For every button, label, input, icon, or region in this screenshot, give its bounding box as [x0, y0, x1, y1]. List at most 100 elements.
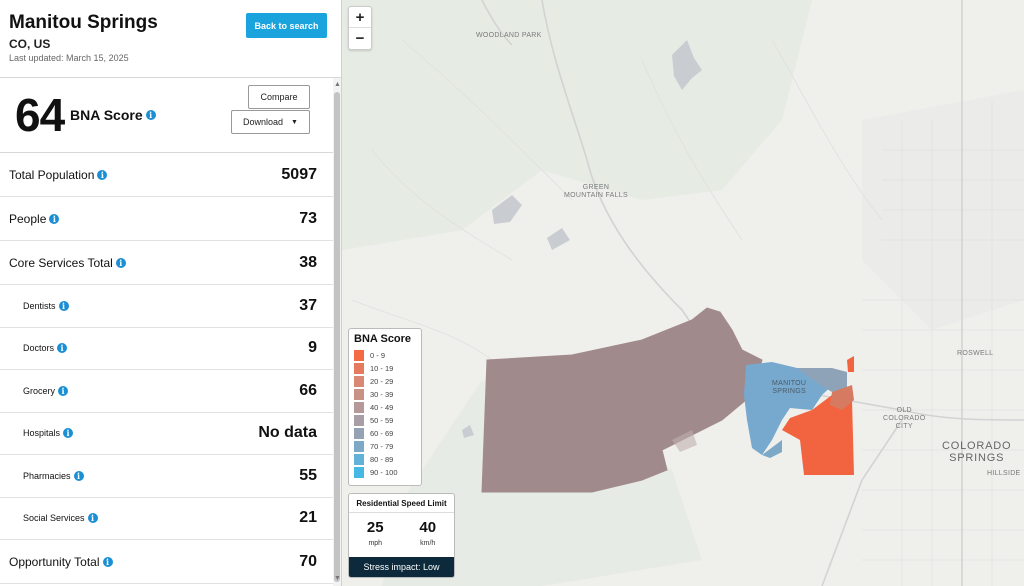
- metric-label: Dentists i: [0, 300, 69, 311]
- info-icon[interactable]: i: [57, 343, 68, 354]
- speed-limit-title: Residential Speed Limit: [349, 494, 454, 513]
- bna-score-label: BNA Score i: [70, 107, 156, 123]
- back-to-search-button[interactable]: Back to search: [246, 13, 327, 38]
- legend-range: 10 - 19: [370, 364, 394, 373]
- metric-label: Pharmacies i: [0, 470, 84, 481]
- caret-down-icon: ▼: [291, 118, 298, 126]
- info-icon[interactable]: i: [102, 556, 113, 567]
- city-name: Manitou Springs: [9, 12, 158, 33]
- legend-items: 0 - 9 10 - 19 20 - 29 30 - 39 40 - 49 50 - 59…: [354, 349, 416, 479]
- legend-swatch: [354, 389, 364, 400]
- metric-label-text: People: [9, 211, 47, 226]
- info-icon[interactable]: i: [63, 428, 74, 439]
- legend-item: 80 - 89: [354, 453, 416, 466]
- zoom-in-button[interactable]: +: [349, 7, 371, 28]
- metric-value: 55: [299, 466, 317, 484]
- download-button[interactable]: Download ▼: [231, 110, 310, 134]
- bna-score-legend: BNA Score 0 - 9 10 - 19 20 - 29 30 - 39 40 -…: [348, 328, 422, 486]
- score-summary: 64 BNA Score i Compare Download ▼: [0, 78, 333, 153]
- legend-swatch: [354, 415, 364, 426]
- metric-value: 66: [299, 381, 317, 399]
- legend-swatch: [354, 363, 364, 374]
- legend-range: 50 - 59: [370, 416, 394, 425]
- legend-range: 0 - 9: [370, 351, 386, 360]
- map-label-colorado-springs: Colorado Springs: [942, 440, 1012, 464]
- metric-value: 9: [308, 339, 317, 357]
- metric-value: 70: [299, 552, 317, 570]
- legend-swatch: [354, 402, 364, 413]
- info-icon[interactable]: i: [49, 213, 60, 224]
- info-icon[interactable]: i: [115, 257, 126, 268]
- metric-row: Total Population i 5097: [0, 153, 333, 197]
- info-icon[interactable]: i: [58, 385, 69, 396]
- metric-row: Dentists i 37: [0, 285, 333, 328]
- metric-label-text: Doctors: [23, 343, 55, 354]
- legend-range: 90 - 100: [370, 468, 398, 477]
- legend-item: 60 - 69: [354, 427, 416, 440]
- metric-label: Social Services i: [0, 513, 98, 524]
- last-updated: Last updated: March 15, 2025: [9, 53, 129, 63]
- metric-row: Social Services i 21: [0, 498, 333, 540]
- compare-button[interactable]: Compare: [248, 85, 310, 109]
- info-icon[interactable]: i: [87, 513, 98, 524]
- speed-mph-unit: mph: [368, 540, 383, 547]
- info-icon[interactable]: i: [145, 110, 156, 120]
- metric-label-text: Grocery: [23, 385, 56, 396]
- map-label-manitou-springs: Manitou Springs: [772, 380, 807, 395]
- speed-limit-panel: Residential Speed Limit 25 mph 40 km/h S…: [348, 493, 455, 578]
- legend-title: BNA Score: [354, 333, 412, 345]
- zoom-out-button[interactable]: −: [355, 30, 365, 47]
- legend-item: 30 - 39: [354, 388, 416, 401]
- map-label-old-colorado-city: Old Colorado City: [883, 407, 926, 430]
- map-view[interactable]: + − Woodland Park Green Mountain Falls M…: [342, 0, 1024, 586]
- legend-range: 20 - 29: [370, 377, 394, 386]
- legend-swatch: [354, 467, 364, 478]
- bna-score-value: 64: [15, 89, 65, 141]
- legend-swatch: [354, 350, 364, 361]
- metric-value: 5097: [281, 165, 317, 183]
- region-label: CO, US: [9, 37, 51, 51]
- metric-label: Grocery i: [0, 385, 69, 396]
- metric-row: Opportunity Total i 70: [0, 540, 333, 584]
- legend-range: 30 - 39: [370, 390, 394, 399]
- metric-label-text: Core Services Total: [9, 255, 113, 270]
- sidebar: Manitou Springs CO, US Last updated: Mar…: [0, 0, 342, 586]
- metric-value: 37: [299, 296, 317, 314]
- map-basemap: [342, 0, 1024, 586]
- speed-kmh-unit: km/h: [420, 540, 436, 547]
- metric-value: 73: [299, 209, 317, 227]
- legend-range: 70 - 79: [370, 442, 394, 451]
- info-icon[interactable]: i: [73, 470, 84, 481]
- metric-label: Doctors i: [0, 343, 68, 354]
- legend-range: 40 - 49: [370, 403, 394, 412]
- metric-row: Core Services Total i 38: [0, 241, 333, 285]
- speed-kmh-value: 40: [419, 519, 437, 536]
- metric-value: 21: [299, 509, 317, 527]
- metric-label: People i: [0, 211, 60, 226]
- metric-value: 38: [299, 253, 317, 271]
- metric-label-text: Pharmacies: [23, 470, 71, 481]
- metrics-list: Total Population i 5097 People i 73 Core Servi…: [0, 153, 333, 584]
- metric-row: Doctors i 9: [0, 328, 333, 370]
- legend-item: 0 - 9: [354, 349, 416, 362]
- metric-label-text: Opportunity Total: [9, 554, 100, 569]
- sidebar-scrollbar[interactable]: ▲ ▼: [333, 78, 341, 586]
- metric-label: Opportunity Total i: [0, 555, 113, 569]
- map-label-roswell: Roswell: [957, 350, 994, 357]
- legend-range: 80 - 89: [370, 455, 394, 464]
- info-icon[interactable]: i: [97, 169, 108, 180]
- speed-kmh: 40 km/h: [408, 519, 448, 547]
- metric-label-text: Total Population: [9, 167, 95, 182]
- metric-row: Pharmacies i 55: [0, 455, 333, 498]
- metric-label-text: Hospitals: [23, 428, 61, 439]
- scroll-down-arrow-icon[interactable]: ▼: [334, 575, 341, 582]
- legend-item: 40 - 49: [354, 401, 416, 414]
- speed-mph: 25 mph: [355, 519, 395, 547]
- legend-item: 50 - 59: [354, 414, 416, 427]
- scroll-up-arrow-icon[interactable]: ▲: [334, 81, 341, 88]
- legend-swatch: [354, 441, 364, 452]
- scrollbar-thumb[interactable]: [334, 92, 340, 582]
- info-icon[interactable]: i: [58, 300, 69, 311]
- metric-value: No data: [258, 424, 317, 442]
- metric-row: Hospitals i No data: [0, 413, 333, 455]
